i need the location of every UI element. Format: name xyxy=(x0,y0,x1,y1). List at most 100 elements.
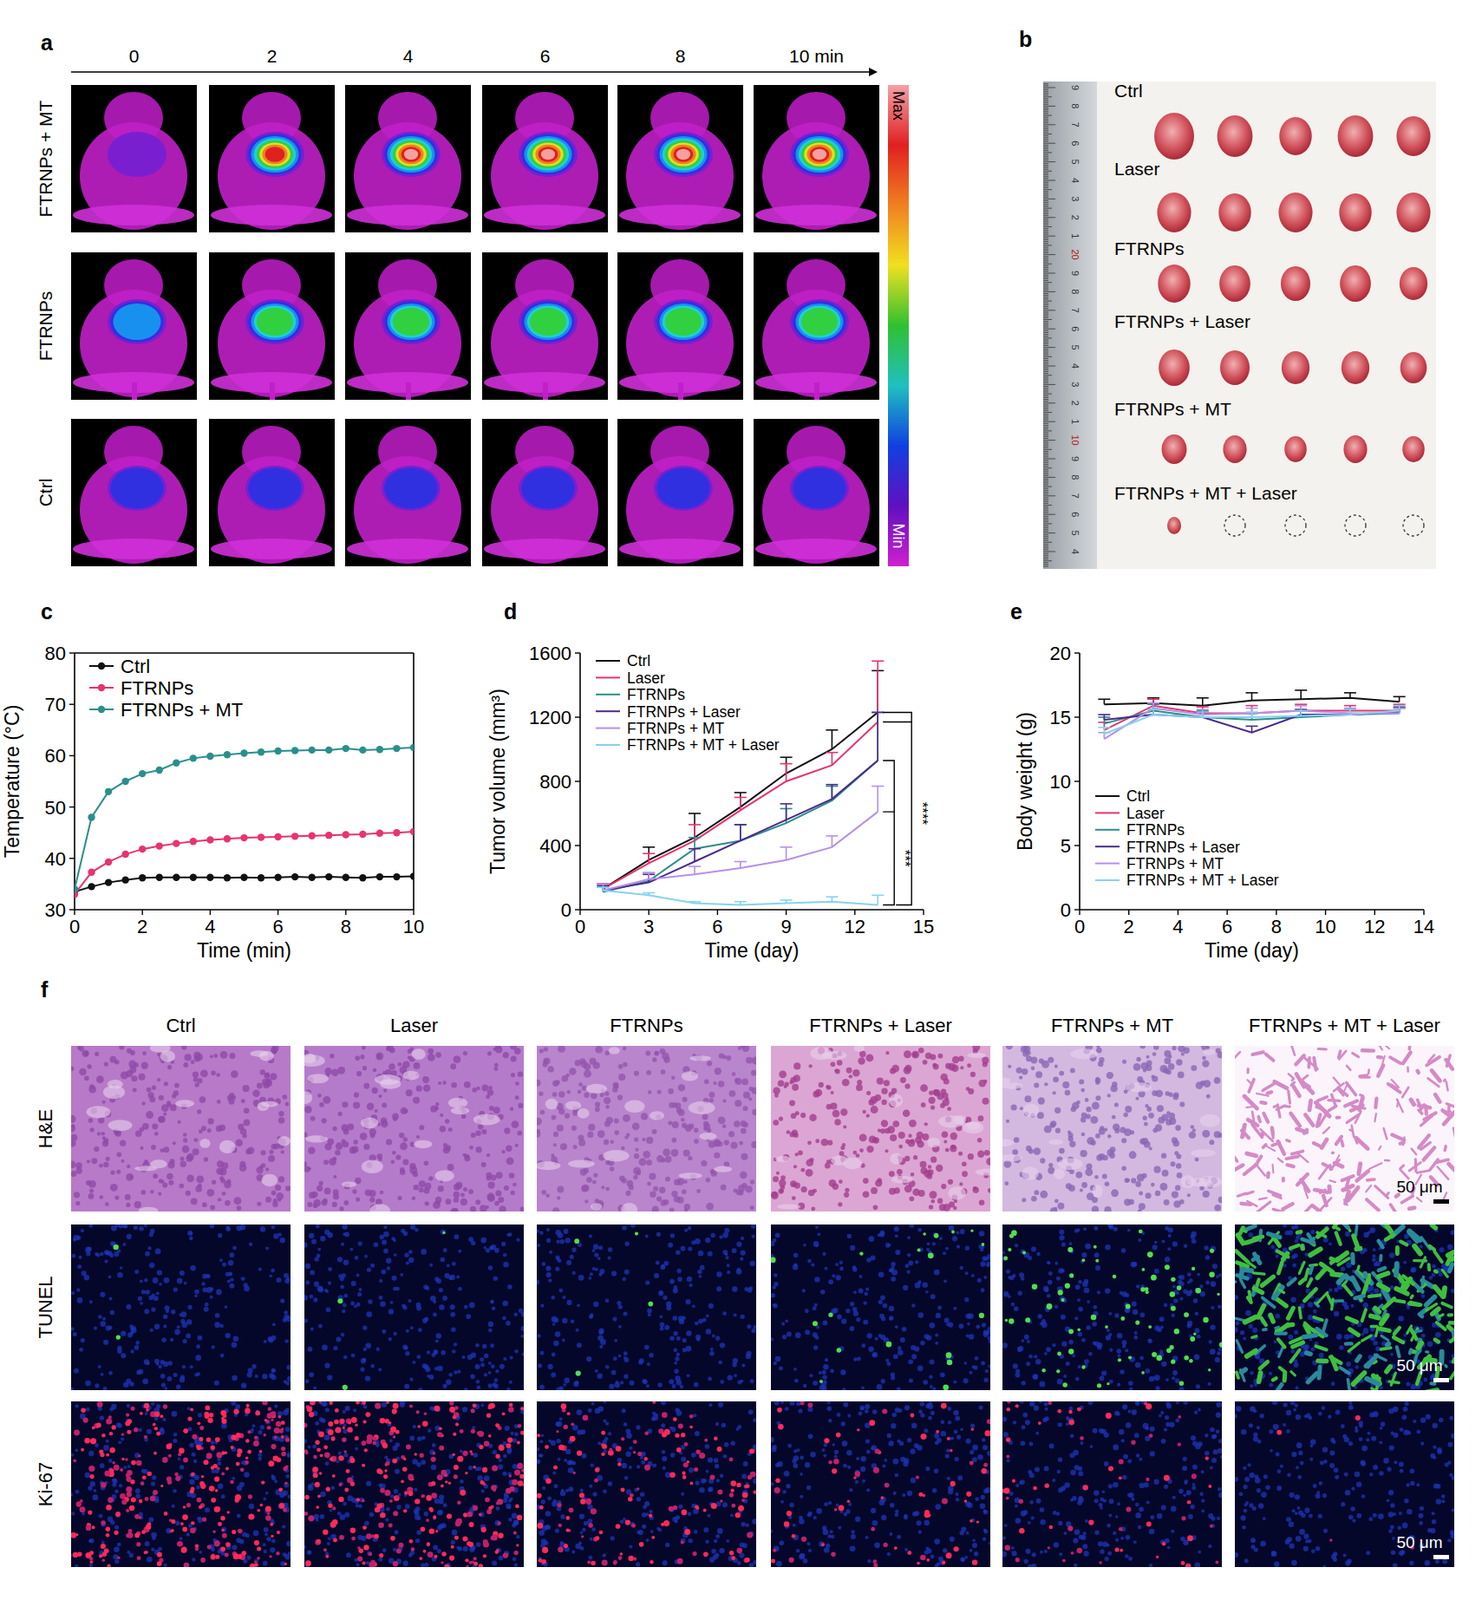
legend-label: Ctrl xyxy=(626,652,651,670)
ruler-tick xyxy=(1043,208,1052,209)
ruler-tick xyxy=(1043,163,1049,164)
ruler-tick xyxy=(1043,237,1049,239)
nucleus xyxy=(604,1091,609,1097)
ruler-tick xyxy=(1043,143,1056,144)
group-label: FTRNPs + Laser xyxy=(1114,311,1251,332)
hot-spot xyxy=(110,300,164,342)
nucleus xyxy=(439,1113,444,1117)
nucleus xyxy=(81,1050,89,1058)
error-bar xyxy=(871,660,884,722)
nucleus xyxy=(790,1113,797,1119)
ruler-tick xyxy=(1043,187,1049,189)
hot-spot xyxy=(656,133,711,175)
mouse-tail xyxy=(678,382,684,409)
nucleus xyxy=(751,1087,759,1095)
nucleus xyxy=(540,1109,546,1116)
nucleus xyxy=(140,1189,146,1195)
nucleus xyxy=(515,1143,519,1148)
nucleus xyxy=(385,1138,392,1145)
nucleus xyxy=(470,1132,477,1138)
nucleus xyxy=(797,1149,804,1156)
y-tick-label: 5 xyxy=(1060,835,1071,857)
nucleus xyxy=(733,1188,738,1193)
nucleus xyxy=(750,1179,755,1184)
error-stem xyxy=(693,866,696,875)
nucleus xyxy=(302,1132,308,1138)
ruler-tick xyxy=(1043,326,1049,328)
nucleus xyxy=(489,1174,497,1181)
nucleus xyxy=(725,1055,732,1061)
mouse-tail xyxy=(814,382,820,409)
nucleus xyxy=(672,1121,679,1129)
nucleus xyxy=(503,1127,510,1134)
nucleus xyxy=(285,1185,291,1191)
tumor xyxy=(1284,436,1307,463)
nucleus xyxy=(846,1067,853,1074)
nucleus xyxy=(703,1121,709,1127)
ruler-tick xyxy=(1043,424,1049,426)
ruler-tick xyxy=(1043,138,1049,140)
nucleus xyxy=(603,1096,611,1104)
nucleus xyxy=(671,1137,677,1143)
ruler-tick xyxy=(1043,229,1049,231)
nucleus xyxy=(904,1083,910,1089)
error-stem xyxy=(831,784,834,800)
marker xyxy=(274,747,281,755)
tumor xyxy=(1217,115,1254,157)
nucleus xyxy=(488,1085,493,1091)
space xyxy=(360,1117,379,1130)
ruler-tick xyxy=(1043,276,1049,278)
series-line xyxy=(602,711,878,888)
column-title: FTRNPs xyxy=(609,1014,683,1037)
nucleus xyxy=(739,1171,748,1180)
nucleus xyxy=(163,1112,167,1117)
nucleus xyxy=(987,1188,993,1194)
error-cap xyxy=(1196,711,1209,713)
nucleus xyxy=(982,1097,990,1105)
nucleus xyxy=(241,1084,249,1092)
marker xyxy=(189,837,197,845)
nucleus xyxy=(597,1129,606,1138)
x-axis xyxy=(74,908,414,911)
ruler-tick xyxy=(1043,470,1049,472)
nucleus xyxy=(116,1169,121,1175)
ruler-tick xyxy=(1043,445,1049,447)
nucleus xyxy=(427,1053,436,1062)
marker xyxy=(138,770,146,777)
ruler-tick xyxy=(1043,447,1049,449)
legend-label: Laser xyxy=(626,669,666,687)
nucleus xyxy=(443,1142,448,1148)
nucleus xyxy=(626,1132,630,1136)
nucleus xyxy=(671,1190,678,1197)
legend-swatch xyxy=(1095,829,1120,831)
nucleus xyxy=(583,1070,592,1078)
nucleus xyxy=(924,1122,928,1126)
hot-spot xyxy=(665,307,702,336)
error-cap xyxy=(1294,710,1307,712)
nucleus xyxy=(217,1197,222,1202)
nucleus xyxy=(150,1144,157,1150)
ruler-tick xyxy=(1043,346,1056,348)
nucleus xyxy=(961,1170,968,1177)
ruler-label: 20 xyxy=(1070,248,1081,260)
nucleus xyxy=(573,1144,578,1150)
error-cap xyxy=(1246,705,1259,707)
ruler-tick xyxy=(1043,469,1049,471)
legend-swatch xyxy=(595,727,621,730)
error-cap xyxy=(688,848,701,850)
nucleus xyxy=(876,1077,884,1084)
nucleus xyxy=(705,1202,714,1211)
ruler-tick xyxy=(1043,196,1049,198)
nucleus xyxy=(68,1115,77,1123)
ruler-tick xyxy=(1043,92,1049,94)
nucleus xyxy=(659,1187,666,1194)
nucleus xyxy=(75,1201,80,1206)
marker xyxy=(308,746,316,754)
legend-swatch xyxy=(595,744,621,746)
nucleus xyxy=(169,1158,176,1164)
nucleus xyxy=(572,1110,578,1117)
ruler-tick xyxy=(1043,547,1049,549)
y-axis-title: Body weight (g) xyxy=(1013,711,1037,851)
nucleus xyxy=(834,1118,842,1126)
ruler-tick xyxy=(1043,512,1049,514)
